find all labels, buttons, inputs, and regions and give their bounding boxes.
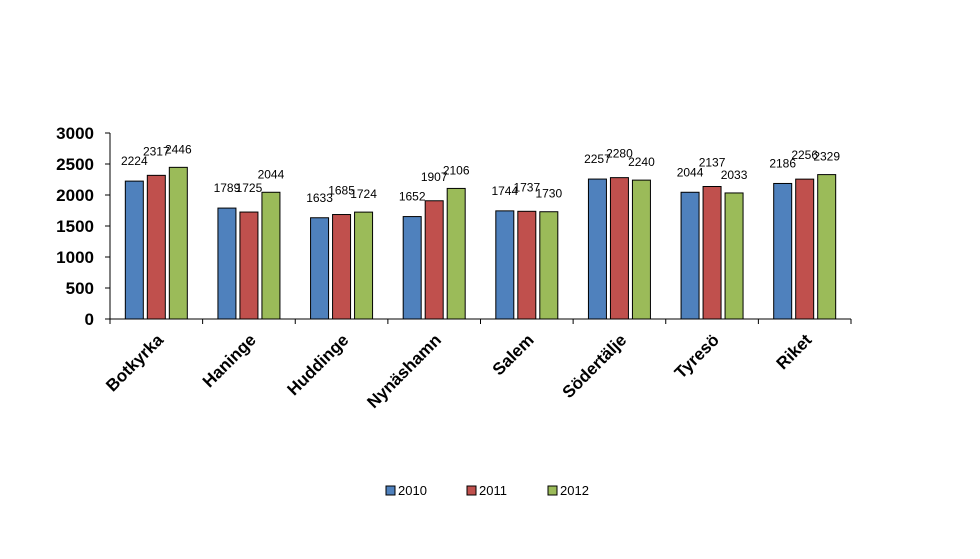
y-tick-label: 2000	[56, 186, 94, 205]
data-label: 1737	[513, 180, 540, 194]
data-label: 2106	[443, 163, 470, 177]
bar-2011-botkyrka	[146, 174, 166, 320]
data-label: 2446	[165, 142, 192, 156]
bar-2012-nynäshamn	[446, 187, 466, 320]
bar-2011-tyresö	[702, 186, 722, 320]
bar-2010-salem	[495, 210, 515, 320]
bar-2010-nynäshamn	[402, 216, 422, 320]
x-tick-label: Riket	[773, 330, 816, 373]
bar-2011-södertälje	[609, 177, 629, 320]
bar-2012-tyresö	[724, 192, 744, 320]
x-tick-label: Nynäshamn	[363, 330, 445, 412]
legend-swatch-2010	[385, 485, 396, 496]
data-label: 1744	[491, 184, 518, 198]
y-tick-label: 500	[66, 279, 94, 298]
y-tick-label: 1000	[56, 248, 94, 267]
y-tick-label: 3000	[56, 124, 94, 143]
legend-label: 2011	[479, 483, 507, 498]
y-axis: 0 500 1000 1500 2000 2500 3000	[56, 124, 111, 329]
bar-2012-södertälje	[631, 179, 651, 320]
legend-label: 2010	[398, 483, 427, 498]
data-label: 1633	[306, 191, 333, 205]
data-label: 1652	[399, 190, 426, 204]
x-tick-label: Södertälje	[559, 330, 631, 402]
bar-2010-riket	[773, 182, 793, 320]
data-label: 1730	[535, 187, 562, 201]
bar-2012-haninge	[261, 191, 281, 320]
data-label: 1724	[350, 187, 377, 201]
bar-2010-haninge	[217, 207, 237, 320]
data-label: 2257	[584, 152, 611, 166]
data-label: 1685	[328, 184, 355, 198]
data-label: 2044	[258, 167, 285, 181]
x-tick-label: Salem	[489, 330, 538, 379]
bar-2011-haninge	[239, 211, 259, 320]
bar-2011-salem	[517, 210, 537, 320]
data-label: 2256	[791, 148, 818, 162]
bar-2012-riket	[817, 174, 837, 320]
legend: 2010 2011 2012	[385, 483, 589, 498]
legend-swatch-2012	[547, 485, 558, 496]
y-tick-label: 0	[85, 310, 94, 329]
bar-2011-huddinge	[332, 214, 352, 320]
data-label: 2280	[606, 147, 633, 161]
bar-2010-huddinge	[310, 217, 330, 320]
x-tick-label: Tyresö	[671, 330, 723, 382]
data-label: 2317	[143, 144, 170, 158]
x-axis: Botkyrka Haninge Huddinge Nynäshamn Salem Söd…	[102, 318, 852, 412]
legend-label: 2012	[560, 483, 589, 498]
data-label: 2044	[677, 165, 704, 179]
y-tick-label: 2500	[56, 155, 94, 174]
bars	[124, 166, 837, 320]
data-label: 1789	[214, 181, 241, 195]
data-label: 1725	[236, 181, 263, 195]
data-label: 2186	[769, 156, 796, 170]
bar-2012-botkyrka	[168, 166, 188, 320]
data-label: 2240	[628, 155, 655, 169]
data-label: 2224	[121, 154, 148, 168]
data-label: 1907	[421, 170, 448, 184]
bar-2011-nynäshamn	[424, 200, 444, 320]
data-labels: 2224 1789 1633 1652 1744 2257 2044 2186 2317 1725…	[121, 142, 840, 204]
bar-2010-tyresö	[680, 191, 700, 320]
data-label: 2033	[721, 168, 748, 182]
bar-2010-botkyrka	[124, 180, 144, 320]
data-label: 2137	[699, 156, 726, 170]
bar-2012-salem	[539, 211, 559, 320]
bar-2011-riket	[795, 178, 815, 320]
data-label: 2329	[813, 150, 840, 164]
legend-swatch-2011	[466, 485, 477, 496]
bar-2010-södertälje	[587, 178, 607, 320]
x-tick-label: Huddinge	[284, 330, 353, 399]
y-tick-label: 1500	[56, 217, 94, 236]
bar-2012-huddinge	[354, 211, 374, 320]
x-tick-label: Haninge	[199, 330, 260, 391]
x-tick-label: Botkyrka	[102, 330, 167, 395]
